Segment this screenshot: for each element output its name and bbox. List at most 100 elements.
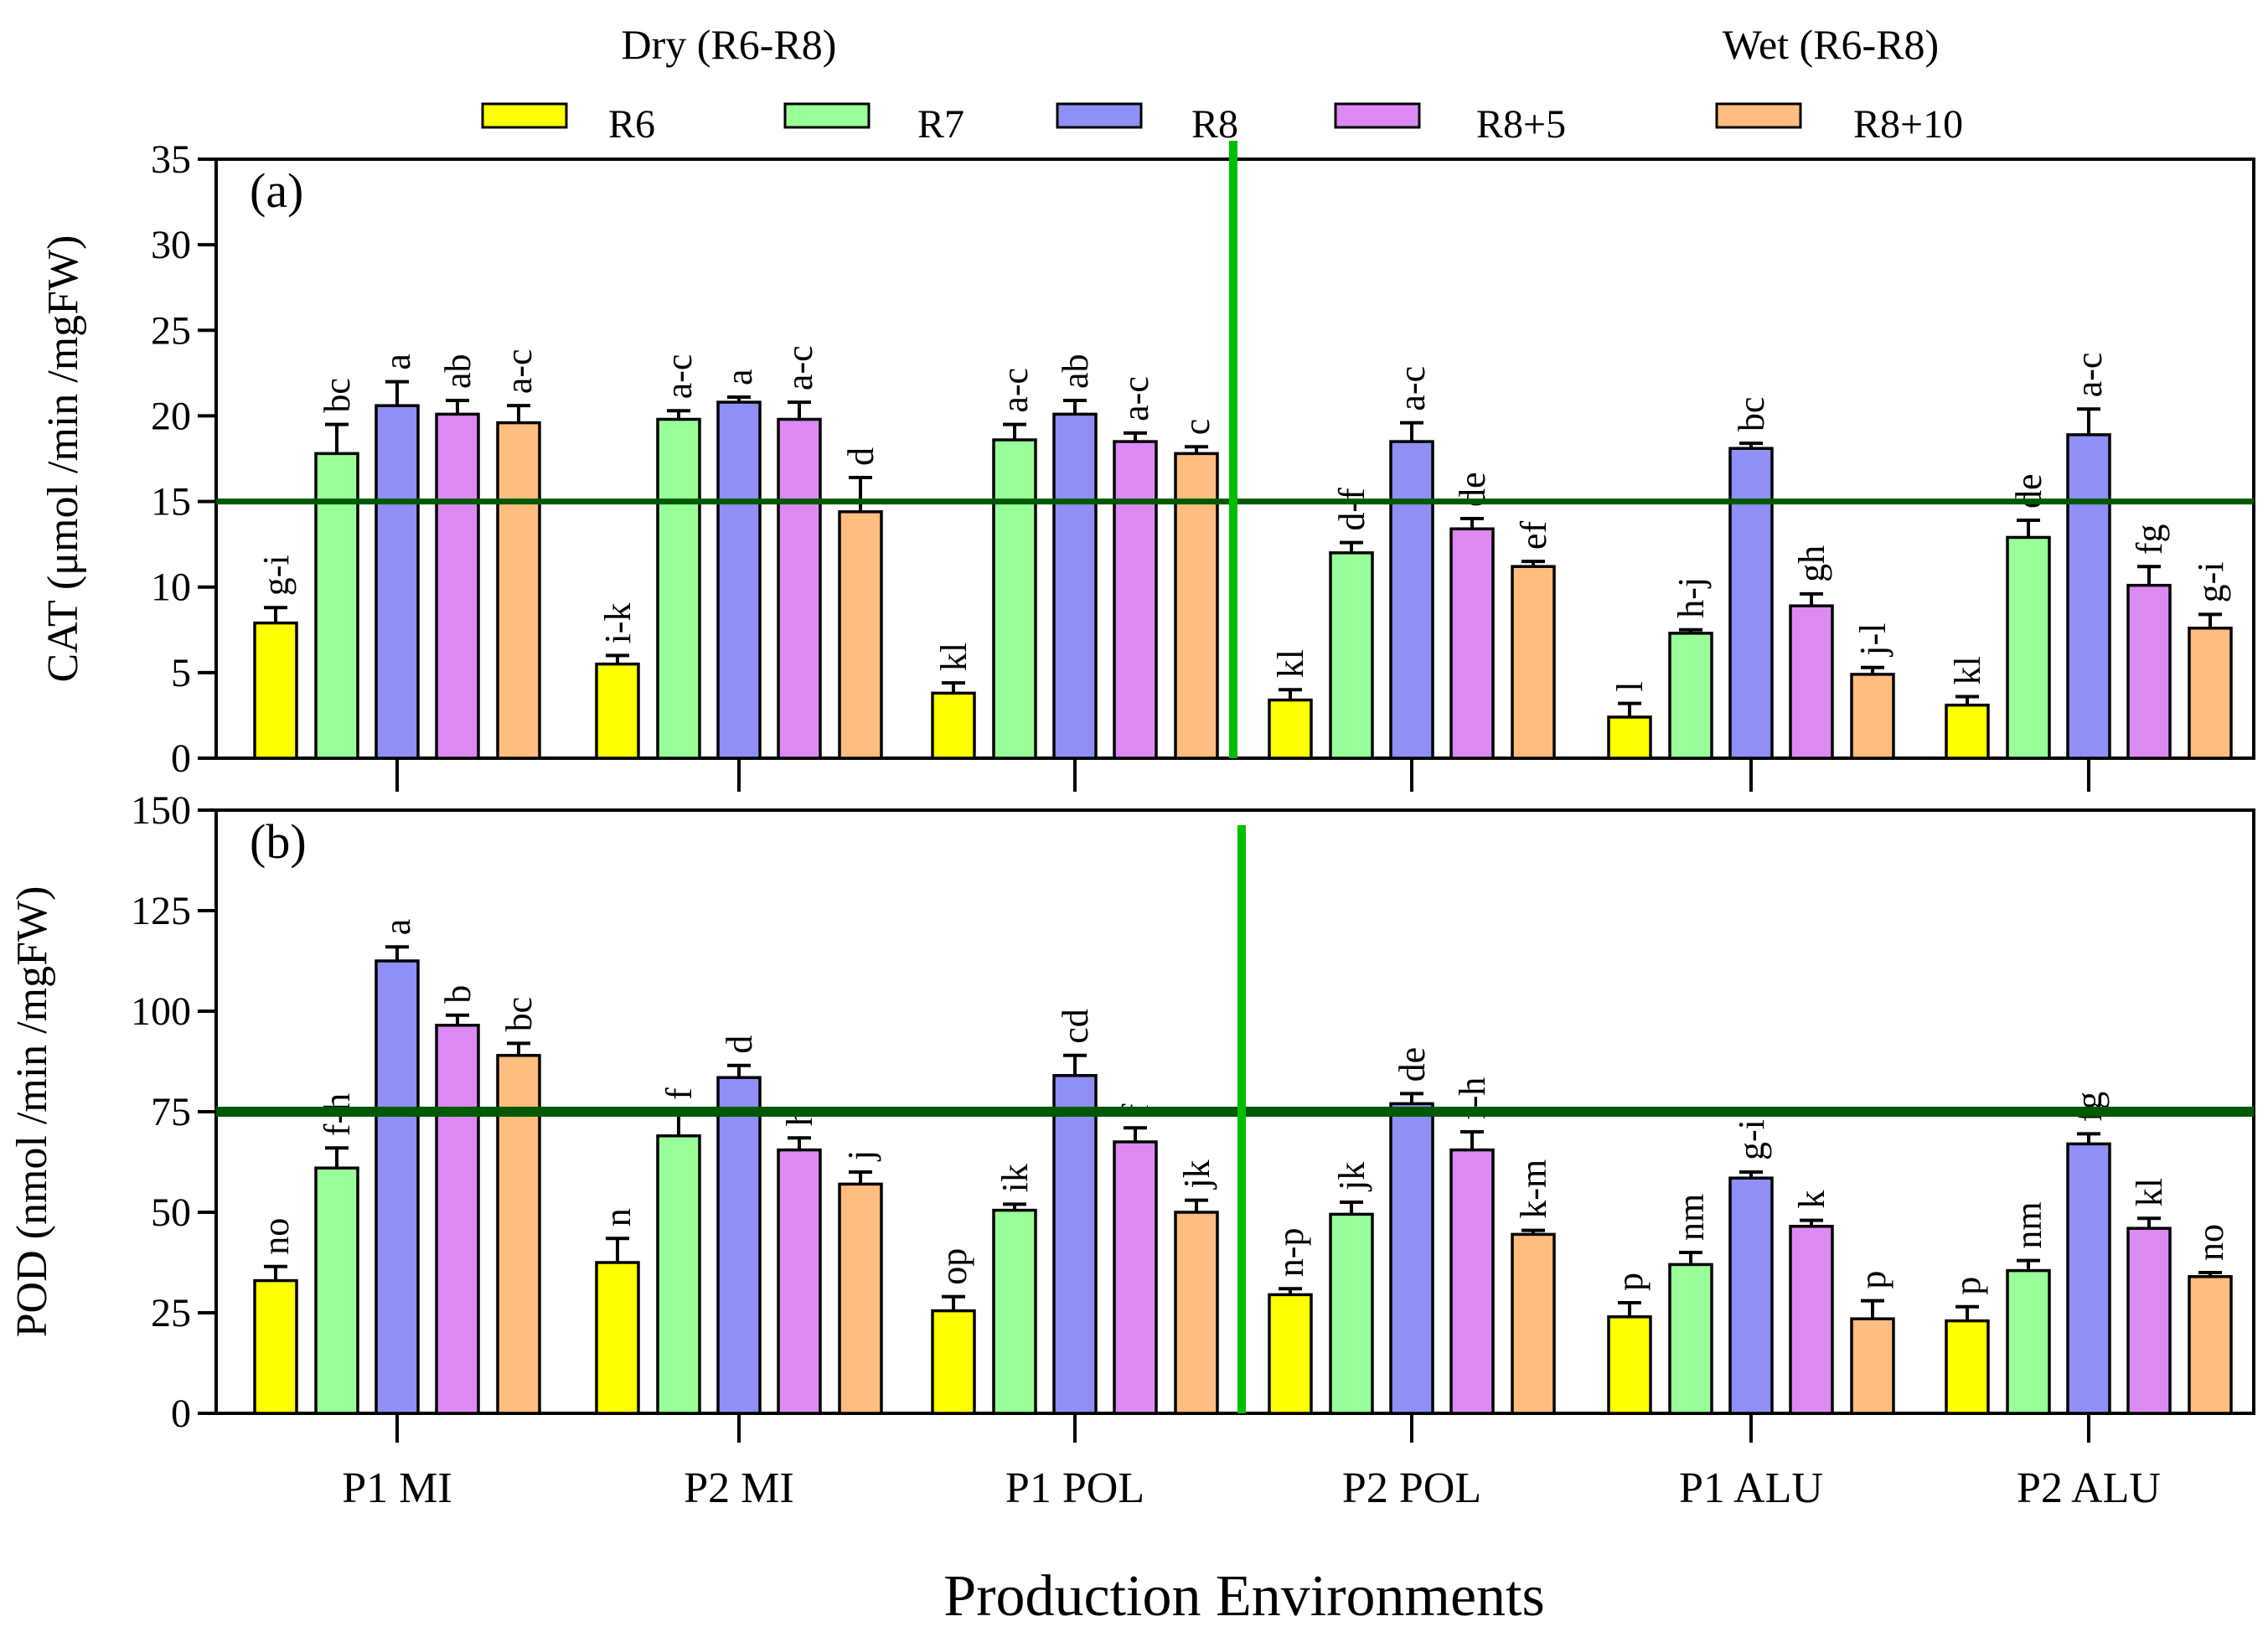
sig-letter-cat: kl [1270,649,1311,678]
bar-pod-r8 [2066,1142,2111,1415]
header-wet: Wet (R6-R8) [1723,21,1939,68]
x-category-label: P1 POL [1005,1464,1144,1512]
sig-letter-pod: j [840,1150,881,1162]
sig-letter-cat: g-i [2190,562,2231,603]
legend-label-r6: R6 [608,102,655,147]
sig-letter-pod: a [377,919,418,936]
header-dry: Dry (R6-R8) [622,21,837,68]
sig-letter-cat: d-f [1331,488,1372,531]
sig-letter-pod: f [659,1087,700,1100]
bar-cat-r8-plus-10 [838,510,883,760]
bar-cat-r8 [1052,412,1098,760]
legend-label-r8: R8 [1191,102,1238,147]
bar-cat-r8-plus-10 [2188,626,2233,760]
sig-letter-cat: a-c [2069,353,2110,398]
sig-letter-pod: ik [995,1164,1036,1192]
sig-letter-cat: d [840,447,881,466]
sig-letter-pod: jk [1331,1162,1372,1192]
sig-letter-pod: nm [1671,1194,1712,1241]
y-axis-title-pod: POD (nmol /min /mgFW) [8,886,56,1338]
y-axis-title-cat: CAT (μmol /min /mgFW) [39,235,87,683]
y-tick-label-cat: 0 [171,736,191,781]
bar-cat-r8-plus-5 [1449,527,1495,760]
legend-label-r7: R7 [917,102,964,147]
x-axis-title: Production Environments [943,1564,1544,1629]
bar-pod-r7 [992,1208,1037,1415]
legend-swatch-r7 [783,102,871,129]
x-category-label: P1 MI [342,1464,452,1512]
legend-swatch-r8 [1056,102,1143,129]
sig-letter-cat: fg [2129,524,2170,555]
bar-cat-r8 [2066,433,2111,760]
panel-label-cat: (a) [250,163,303,218]
y-tick-label-cat: 10 [151,565,191,610]
sig-letter-cat: g-i [256,555,297,596]
sig-letter-pod: no [256,1218,297,1255]
bar-cat-r8-plus-5 [1789,604,1834,760]
sig-letter-cat: a [719,369,760,385]
sig-letter-pod: k-m [1513,1159,1554,1219]
bar-cat-r8-plus-10 [1511,565,1556,760]
bar-pod-r7 [1329,1212,1374,1415]
sig-letter-pod: n-p [1270,1228,1311,1278]
sig-letter-cat: kl [933,643,974,671]
sig-letter-pod: d [719,1035,760,1054]
sig-letter-cat: l [1609,681,1651,691]
y-tick-label-pod: 50 [151,1190,191,1235]
y-tick-label-cat: 25 [151,308,191,353]
legend-label-r8-plus-10: R8+10 [1853,102,1963,147]
sig-letter-pod: nm [2008,1201,2049,1248]
sig-letter-cat: ef [1513,521,1554,550]
sig-letter-pod: p [1947,1277,1988,1295]
bar-pod-r8-plus-5 [1113,1140,1158,1415]
sig-letter-pod: no [2190,1224,2231,1261]
sig-letter-cat: bc [317,378,358,413]
bar-pod-r8-plus-5 [1449,1148,1495,1415]
bar-pod-r8-plus-5 [435,1024,480,1415]
legend-swatch-r8-plus-10 [1715,102,1802,129]
bar-cat-r8-plus-5 [2126,583,2172,760]
bar-pod-r7 [656,1134,701,1415]
bar-pod-r8-plus-5 [2126,1226,2172,1415]
sig-letter-cat: c [1176,419,1217,436]
bar-pod-r8-plus-10 [1850,1317,1895,1415]
bar-pod-r8 [1728,1176,1774,1415]
bar-cat-r7 [1668,632,1713,760]
sig-letter-cat: a-c [779,345,820,390]
y-tick-label-pod: 125 [131,889,191,933]
sig-letter-pod: p [1852,1271,1893,1289]
sig-letter-pod: de [1392,1047,1433,1082]
sig-letter-cat: h-j [1671,577,1712,618]
sig-letter-cat: a-c [995,368,1036,413]
sig-letter-cat: a-c [499,349,540,394]
bar-cat-r7 [656,417,701,760]
sig-letter-cat: ab [437,354,478,390]
sig-letter-cat: gh [1791,545,1832,582]
sig-letter-cat: j-l [1852,623,1893,658]
bar-cat-r7 [2006,535,2051,760]
sig-letter-cat: ab [1055,354,1096,390]
y-tick-label-pod: 25 [151,1291,191,1335]
bar-cat-r8-plus-5 [777,417,822,760]
bar-pod-r8-plus-10 [2188,1275,2233,1415]
bar-pod-r7 [314,1166,359,1415]
x-category-label: P2 MI [684,1464,793,1512]
sig-letter-cat: i-k [597,603,638,644]
y-tick-label-cat: 5 [171,651,191,695]
sig-letter-pod: k [1791,1190,1832,1209]
sig-letter-pod: b [437,985,478,1004]
legend-swatch-r8-plus-5 [1334,102,1421,129]
y-tick-label-pod: 150 [131,788,191,833]
sig-letter-cat: a-c [659,354,700,400]
bar-cat-r7 [992,438,1037,760]
legend-label-r8-plus-5: R8+5 [1476,102,1566,147]
bar-pod-r6 [1945,1319,1990,1415]
y-tick-label-cat: 15 [151,480,191,524]
sig-letter-pod: kl [2129,1178,2170,1206]
sig-letter-pod: p [1609,1273,1651,1291]
x-category-label: P2 POL [1342,1464,1481,1512]
sig-letter-pod: bc [499,997,540,1032]
bar-cat-r8-plus-5 [435,412,480,760]
bar-pod-r7 [1668,1263,1713,1415]
